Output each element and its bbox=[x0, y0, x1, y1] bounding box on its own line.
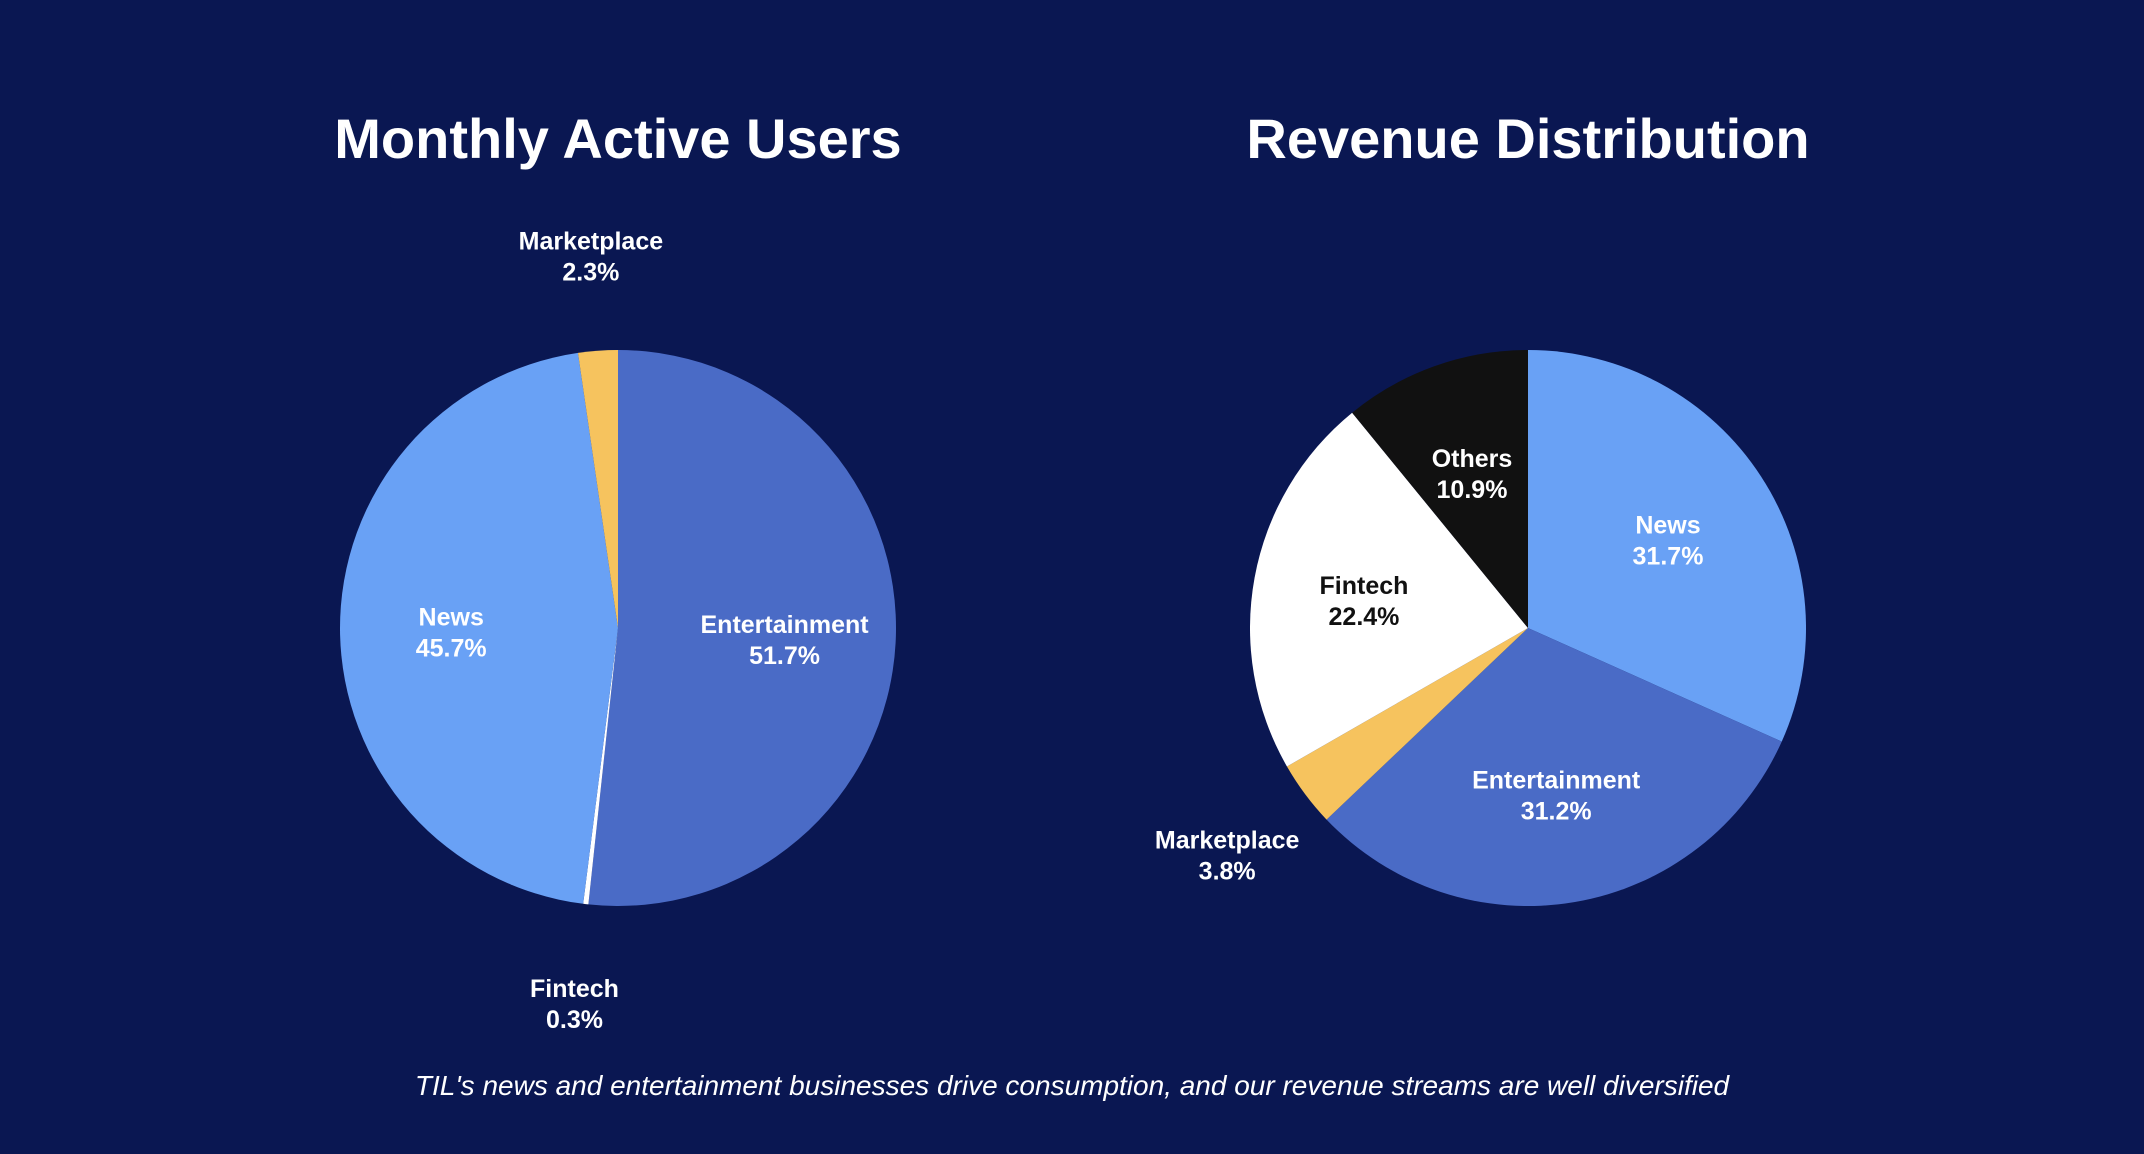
revenue-label-name-marketplace: Marketplace bbox=[1155, 826, 1300, 854]
mau-label-value-marketplace: 2.3% bbox=[562, 259, 619, 287]
revenue-slice-others bbox=[1352, 350, 1528, 628]
mau-slice-fintech bbox=[583, 628, 618, 905]
mau-label-name-marketplace: Marketplace bbox=[519, 228, 664, 256]
revenue-pie-svg: Revenue Distribution News 31.7% Entertainm… bbox=[1155, 107, 1810, 906]
revenue-label-entertainment: Entertainment 31.2% bbox=[1472, 766, 1641, 825]
mau-pie-svg: Monthly Active Users Entertainment 51.7% F… bbox=[334, 107, 901, 1034]
revenue-chart-title: Revenue Distribution bbox=[1246, 107, 1809, 170]
mau-slices bbox=[340, 350, 896, 906]
revenue-label-value-news: 31.7% bbox=[1633, 542, 1704, 570]
revenue-slice-entertainment bbox=[1326, 628, 1782, 906]
revenue-label-value-marketplace: 3.8% bbox=[1199, 857, 1256, 885]
revenue-label-value-fintech: 22.4% bbox=[1329, 603, 1400, 631]
mau-label-news: News 45.7% bbox=[416, 604, 487, 663]
revenue-labels: News 31.7% Entertainment 31.2% Marketplace 3.… bbox=[1155, 445, 1704, 886]
mau-label-name-fintech: Fintech bbox=[530, 975, 619, 1003]
mau-label-marketplace: Marketplace 2.3% bbox=[519, 228, 664, 287]
mau-label-value-fintech: 0.3% bbox=[546, 1006, 603, 1034]
mau-pie-chart: Monthly Active Users Entertainment 51.7% F… bbox=[120, 0, 1120, 1040]
revenue-slice-fintech bbox=[1250, 412, 1528, 767]
revenue-slices bbox=[1250, 350, 1806, 906]
revenue-label-name-others: Others bbox=[1432, 445, 1513, 473]
mau-slice-marketplace bbox=[577, 350, 618, 628]
mau-slice-entertainment bbox=[588, 350, 896, 906]
revenue-slice-news bbox=[1528, 350, 1806, 742]
mau-slice-news bbox=[340, 352, 618, 904]
mau-label-value-entertainment: 51.7% bbox=[749, 642, 820, 670]
revenue-pie-chart: Revenue Distribution News 31.7% Entertainm… bbox=[1030, 0, 2030, 1040]
mau-labels: Entertainment 51.7% Fintech 0.3% News 45.7% Ma… bbox=[416, 228, 870, 1034]
revenue-label-name-fintech: Fintech bbox=[1320, 572, 1409, 600]
revenue-slice-marketplace bbox=[1286, 628, 1528, 820]
revenue-label-fintech: Fintech 22.4% bbox=[1320, 572, 1409, 631]
mau-label-name-entertainment: Entertainment bbox=[701, 611, 870, 639]
mau-label-name-news: News bbox=[419, 604, 484, 632]
mau-label-value-news: 45.7% bbox=[416, 635, 487, 663]
revenue-label-value-entertainment: 31.2% bbox=[1521, 797, 1592, 825]
revenue-label-name-news: News bbox=[1635, 511, 1700, 539]
mau-chart-title: Monthly Active Users bbox=[334, 107, 901, 170]
revenue-label-news: News 31.7% bbox=[1633, 511, 1704, 570]
revenue-label-marketplace: Marketplace 3.8% bbox=[1155, 826, 1300, 885]
footer-caption: TIL's news and entertainment businesses … bbox=[414, 1070, 1730, 1101]
mau-label-entertainment: Entertainment 51.7% bbox=[701, 611, 870, 670]
revenue-label-others: Others 10.9% bbox=[1432, 445, 1513, 504]
mau-label-fintech: Fintech 0.3% bbox=[530, 975, 619, 1034]
revenue-label-name-entertainment: Entertainment bbox=[1472, 766, 1641, 794]
revenue-label-value-others: 10.9% bbox=[1437, 476, 1508, 504]
